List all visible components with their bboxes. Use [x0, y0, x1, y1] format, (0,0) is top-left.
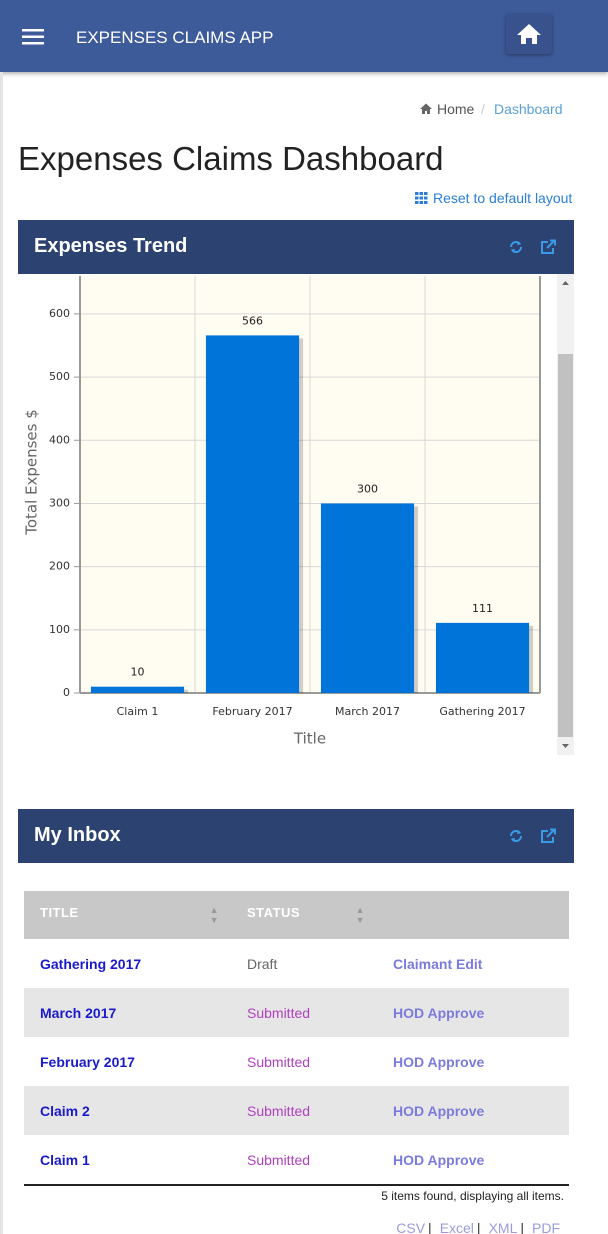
claim-title[interactable]: March 2017	[24, 988, 231, 1037]
status: Submitted	[231, 988, 377, 1037]
row: Claim 2 Submitted HOD Approve	[24, 1086, 569, 1135]
chart: Total Expenses $ 0 100 200 300 400 500 600 Clai…	[23, 274, 574, 755]
column-label: STATUS	[247, 905, 301, 920]
x-tick-label: March 2017	[335, 705, 400, 718]
inbox-table: TITLE ▲ ▼ STATUS ▲ ▼ Gathering 2017 Draft Clai…	[24, 891, 569, 1186]
status: Submitted	[247, 1151, 311, 1168]
y-tick-label: 300	[49, 496, 70, 509]
grid-icon	[415, 192, 428, 204]
row: February 2017 Submitted HOD Approve	[24, 1037, 569, 1086]
column-label: TITLE	[40, 905, 79, 920]
breadcrumb-current[interactable]: Dashboard	[494, 101, 563, 117]
claim-title[interactable]: Claim 1	[40, 1151, 90, 1168]
panel-header: Expenses Trend	[18, 220, 574, 274]
value-label: 10	[131, 666, 145, 679]
action[interactable]: Claimant Edit	[393, 955, 483, 972]
y-tick-label: 400	[49, 433, 70, 446]
y-tick-label: 100	[49, 623, 70, 636]
claim-title[interactable]: Claim 2	[24, 1086, 231, 1135]
panel-title: Expenses Trend	[34, 235, 188, 257]
export-links: CSV | Excel | XML | PDF	[396, 1220, 560, 1234]
bar	[205, 335, 300, 693]
value-label: 300	[357, 482, 378, 495]
x-tick-label: Gathering 2017	[439, 705, 525, 718]
page-title: Expenses Claims Dashboard	[18, 140, 444, 177]
panel-tools[interactable]	[508, 828, 558, 844]
y-axis-title: Total Expenses $	[23, 409, 41, 536]
action[interactable]: HOD Approve	[377, 988, 569, 1037]
row: Claim 1 Submitted HOD Approve	[24, 1135, 569, 1185]
separator: |	[476, 1220, 481, 1234]
y-tick-label: 200	[49, 560, 70, 573]
home-icon	[517, 24, 541, 44]
sort-icon[interactable]: ▲ ▼	[355, 905, 365, 925]
x-axis-title: Title	[293, 730, 326, 748]
status: Submitted	[231, 1086, 377, 1135]
status: Submitted	[247, 1053, 311, 1070]
claim-title[interactable]: Gathering 2017	[40, 955, 142, 972]
x-tick-label: Claim 1	[117, 705, 159, 718]
header-row: TITLE ▲ ▼ STATUS ▲ ▼	[24, 891, 569, 939]
action[interactable]: HOD Approve	[393, 1053, 485, 1070]
top-bar: EXPENSES CLAIMS APP	[0, 0, 608, 72]
claim-title[interactable]: February 2017	[40, 1053, 135, 1070]
bar	[320, 503, 415, 693]
action[interactable]: HOD Approve	[377, 1086, 569, 1135]
separator: |	[520, 1220, 524, 1234]
column-header[interactable]: STATUS ▲ ▼	[231, 891, 377, 939]
export-link[interactable]: Excel	[439, 1220, 474, 1234]
x-tick-label: February 2017	[212, 705, 292, 718]
breadcrumb-home[interactable]: Home	[437, 101, 475, 117]
menu-button[interactable]	[22, 29, 44, 45]
home-button[interactable]	[506, 14, 552, 54]
column-header	[377, 891, 569, 939]
export-link[interactable]: CSV	[396, 1220, 426, 1234]
y-tick-label: 600	[49, 307, 70, 320]
panel-tools[interactable]	[508, 239, 558, 255]
reset-layout-link[interactable]: Reset to default layout	[433, 190, 573, 206]
sort-icon[interactable]: ▲ ▼	[209, 905, 219, 925]
scrollbar-thumb[interactable]	[558, 354, 573, 737]
row: Gathering 2017 Draft Claimant Edit	[24, 939, 569, 988]
table-summary: 5 items found, displaying all items.	[381, 1189, 564, 1203]
status: Draft	[247, 955, 278, 972]
bar	[90, 686, 185, 693]
y-tick-label: 500	[49, 370, 70, 383]
bar	[435, 622, 530, 693]
panel-title: My Inbox	[34, 824, 121, 846]
action[interactable]: HOD Approve	[393, 1151, 485, 1168]
value-label: 111	[472, 602, 493, 615]
home-crumb-icon	[420, 103, 432, 114]
export-link[interactable]: XML	[488, 1220, 518, 1234]
separator: |	[428, 1220, 432, 1234]
sidebar-edge	[0, 72, 3, 1234]
panel-header: My Inbox	[18, 809, 574, 863]
row: March 2017 Submitted HOD Approve	[24, 988, 569, 1037]
breadcrumb-separator: /	[481, 101, 485, 117]
app-title: EXPENSES CLAIMS APP	[76, 28, 274, 47]
column-header[interactable]: TITLE ▲ ▼	[24, 891, 231, 939]
y-tick-label: 0	[63, 686, 70, 699]
value-label: 566	[242, 314, 263, 327]
export-link[interactable]: PDF	[532, 1220, 560, 1234]
